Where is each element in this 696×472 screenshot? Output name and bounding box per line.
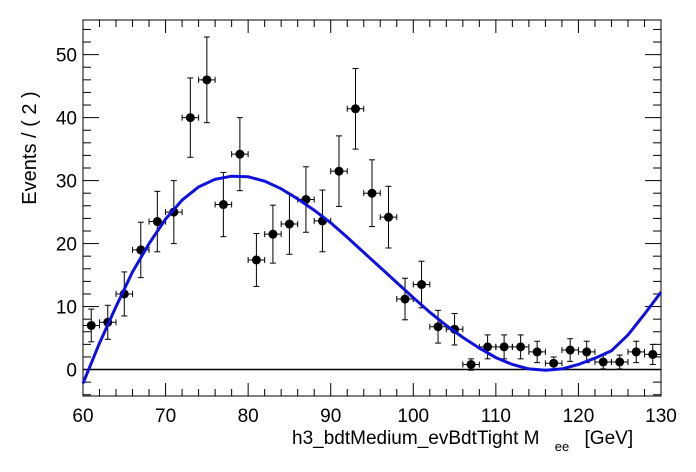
data-marker (400, 294, 410, 304)
x-axis-label-unit: [GeV] (585, 428, 634, 449)
data-marker (251, 255, 261, 265)
data-marker (152, 217, 162, 227)
data-marker (202, 75, 212, 85)
plot-frame (82, 19, 662, 397)
data-point (379, 185, 398, 249)
data-marker (350, 104, 360, 114)
data-point (462, 358, 480, 371)
data-point (445, 312, 464, 346)
x-tick-label: 60 (72, 406, 93, 427)
data-point (148, 190, 167, 253)
data-point (396, 277, 414, 321)
x-axis-label-main: h3_bdtMedium_evBdtTight M (292, 428, 539, 449)
data-point (247, 233, 266, 287)
data-marker (218, 200, 228, 210)
y-tick-label: 10 (56, 298, 77, 319)
data-marker (284, 219, 294, 229)
data-marker (185, 113, 195, 123)
data-marker (334, 166, 344, 176)
data-marker (417, 280, 427, 290)
y-tick-label: 40 (56, 109, 77, 130)
data-marker (499, 342, 509, 352)
x-axis-label: h3_bdtMedium_evBdtTight M ee [GeV] (292, 428, 633, 456)
data-point (231, 117, 249, 192)
data-point (577, 340, 596, 364)
data-marker (235, 149, 245, 159)
data-point (561, 338, 579, 362)
data-point (363, 159, 381, 228)
x-tick-label: 90 (320, 406, 341, 427)
data-marker (598, 357, 608, 367)
data-point (181, 77, 200, 158)
data-point (544, 356, 563, 371)
data-point (198, 36, 216, 124)
data-marker (532, 347, 542, 357)
x-tick-label: 70 (155, 406, 176, 427)
data-point (594, 354, 612, 370)
data-point (511, 334, 530, 360)
data-points (82, 36, 662, 371)
data-point (495, 334, 513, 360)
data-marker (483, 342, 493, 352)
data-marker (582, 347, 592, 357)
data-marker (615, 357, 625, 367)
x-axis-label-sub: ee (555, 439, 569, 454)
data-point (346, 67, 365, 150)
x-tick-label: 80 (238, 406, 259, 427)
data-marker (433, 322, 443, 332)
x-tick-label: 130 (645, 406, 677, 427)
y-tick-label: 50 (56, 46, 77, 67)
data-point (610, 354, 629, 370)
data-point (528, 340, 546, 364)
data-marker (648, 349, 658, 359)
data-point (264, 204, 282, 264)
y-tick-label: 20 (56, 235, 77, 256)
y-axis-label: Events / ( 2 ) (19, 91, 41, 204)
x-tick-label: 110 (481, 406, 511, 427)
data-marker (466, 360, 476, 370)
data-marker (549, 358, 559, 368)
data-point (165, 180, 183, 245)
data-point (280, 193, 299, 255)
data-point (627, 340, 645, 364)
x-tick-labels: 60 70 80 90 100 110 120 130 (72, 406, 676, 427)
data-marker (565, 345, 575, 355)
data-marker (516, 342, 526, 352)
data-point (429, 309, 447, 344)
data-marker (86, 320, 96, 330)
y-tick-label: 30 (56, 172, 77, 193)
data-marker (631, 347, 641, 357)
x-tick-label: 120 (563, 406, 595, 427)
data-marker (367, 188, 377, 198)
data-point (643, 343, 662, 366)
data-marker (384, 212, 394, 222)
data-point (214, 171, 233, 238)
x-tick-label: 100 (397, 406, 429, 427)
y-tick-label: 0 (66, 361, 77, 382)
data-marker (268, 229, 278, 239)
fit-curve (81, 174, 663, 384)
y-tick-labels: 0 10 20 30 40 50 (56, 46, 77, 382)
data-point (82, 308, 101, 343)
data-point (330, 135, 348, 207)
